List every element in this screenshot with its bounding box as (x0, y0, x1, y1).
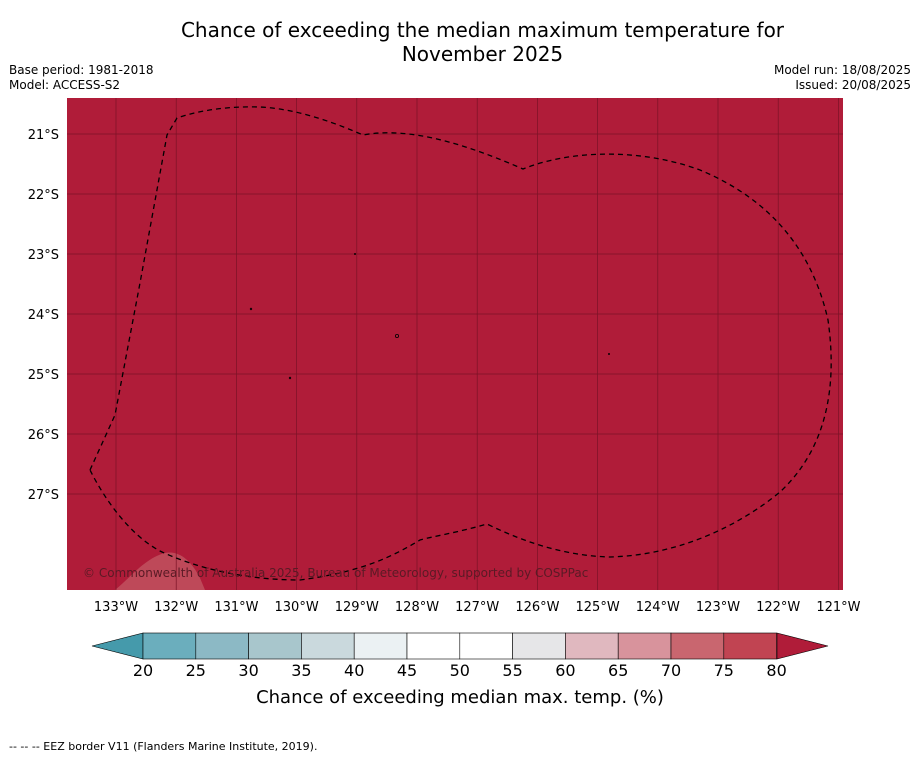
colorbar-segment (565, 632, 619, 660)
colorbar-tick-label: 35 (291, 661, 311, 680)
colorbar-ticks: 20 25 30 35 40 45 50 55 60 65 70 75 80 (133, 661, 787, 680)
model-name: Model: ACCESS-S2 (9, 78, 121, 92)
island-mark (288, 376, 292, 380)
lon-label: 130°W (275, 600, 319, 615)
lon-label: 121°W (816, 600, 860, 615)
island-mark (353, 252, 356, 255)
lon-label: 123°W (696, 600, 740, 615)
metadata-right: Model run: 18/08/2025 Issued: 20/08/2025 (774, 63, 911, 93)
colorbar-over-arrow (776, 632, 829, 660)
colorbar-tick-label: 25 (186, 661, 206, 680)
title-line-1: Chance of exceeding the median maximum t… (180, 18, 785, 42)
colorbar-segment (670, 632, 725, 660)
footer-note: -- -- -- EEZ border V11 (Flanders Marine… (9, 740, 318, 753)
copyright-credit: © Commonwealth of Australia 2025, Bureau… (83, 566, 588, 580)
eez-border (89, 106, 832, 581)
colorbar-segment (301, 632, 355, 660)
gridlines (67, 98, 843, 590)
colorbar-tick-label: 45 (397, 661, 417, 680)
colorbar-segment (723, 632, 777, 660)
lon-label: 131°W (214, 600, 258, 615)
lon-label: 122°W (756, 600, 800, 615)
colorbar-label: Chance of exceeding median max. temp. (%… (256, 687, 664, 708)
lat-label: 24°S (28, 308, 59, 323)
colorbar-segment (459, 632, 513, 660)
colorbar-under-arrow (91, 632, 144, 660)
colorbar-segment (353, 632, 408, 660)
lon-label: 127°W (455, 600, 499, 615)
issued-date: Issued: 20/08/2025 (795, 78, 911, 92)
colorbar-segment (512, 632, 566, 660)
lat-label: 26°S (28, 428, 59, 443)
island-mark (394, 333, 399, 338)
lon-label: 128°W (395, 600, 439, 615)
longitude-labels: 133°W 132°W 131°W 130°W 129°W 128°W 127°W 126°W… (94, 600, 861, 615)
model-run: Model run: 18/08/2025 (773, 63, 911, 77)
colorbar: 20 25 30 35 40 45 50 55 60 65 70 75 80 Chance of exc… (91, 632, 829, 708)
colorbar-tick-label: 40 (344, 661, 364, 680)
colorbar-segment (195, 632, 249, 660)
lon-label: 129°W (335, 600, 379, 615)
colorbar-segment (142, 632, 197, 660)
lat-label: 22°S (28, 188, 59, 203)
lat-label: 23°S (28, 248, 59, 263)
colorbar-tick-label: 55 (502, 661, 522, 680)
colorbar-tick-label: 30 (238, 661, 258, 680)
colorbar-tick-label: 70 (661, 661, 681, 680)
colorbar-tick-label: 80 (766, 661, 786, 680)
lat-label: 27°S (28, 488, 59, 503)
lon-label: 125°W (576, 600, 620, 615)
lon-label: 124°W (636, 600, 680, 615)
map-panel: © Commonwealth of Australia 2025, Bureau… (67, 98, 843, 590)
page-title: Chance of exceeding the median maximum t… (0, 18, 919, 66)
colorbar-segments (142, 632, 777, 660)
title-line-2: November 2025 (401, 42, 564, 66)
metadata-left: Base period: 1981-2018 Model: ACCESS-S2 (9, 63, 154, 93)
lat-label: 21°S (28, 128, 59, 143)
lon-label: 126°W (515, 600, 559, 615)
colorbar-segment (248, 632, 302, 660)
colorbar-tick-label: 75 (714, 661, 734, 680)
lat-label: 25°S (28, 368, 59, 383)
colorbar-tick-label: 60 (555, 661, 575, 680)
colorbar-tick-label: 20 (133, 661, 153, 680)
base-period: Base period: 1981-2018 (9, 63, 154, 77)
island-mark (608, 352, 611, 355)
island-mark (249, 307, 253, 311)
colorbar-tick-label: 65 (608, 661, 628, 680)
colorbar-tick-label: 50 (450, 661, 470, 680)
colorbar-segment (617, 632, 672, 660)
lon-label: 132°W (154, 600, 198, 615)
map-fill (67, 98, 843, 590)
lighter-region-corner (115, 552, 205, 590)
colorbar-segment (406, 632, 461, 660)
lon-label: 133°W (94, 600, 138, 615)
latitude-labels: 21°S 22°S 23°S 24°S 25°S 26°S 27°S (28, 128, 59, 503)
island-marks (249, 252, 611, 380)
